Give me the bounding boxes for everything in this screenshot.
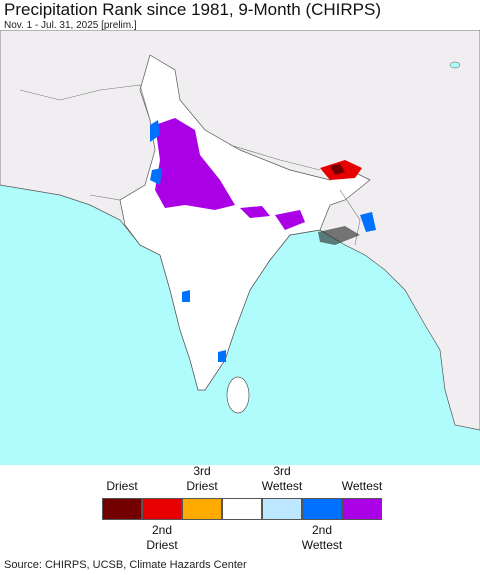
legend-label: 2nd Wettest [301, 523, 343, 552]
legend-label: 2nd Driest [146, 523, 178, 552]
map [0, 30, 480, 465]
title: Precipitation Rank since 1981, 9-Month (… [4, 0, 381, 19]
legend-label: Driest [106, 479, 138, 493]
wet-area [150, 120, 162, 185]
lake [449, 61, 461, 69]
legend-swatch [182, 498, 222, 520]
border [229, 144, 361, 246]
subtitle: Nov. 1 - Jul. 31, 2025 [prelim.] [4, 20, 137, 31]
wet-area [155, 118, 235, 210]
delta [318, 226, 360, 245]
legend-swatch [342, 498, 382, 520]
border [19, 84, 156, 201]
legend-swatch [102, 498, 142, 520]
legend-swatch [222, 498, 262, 520]
legend-label: Wettest [341, 479, 383, 493]
legend-swatch [142, 498, 182, 520]
sri-lanka [226, 376, 250, 414]
dry-area [330, 164, 345, 175]
legend-swatch [262, 498, 302, 520]
wet-area [240, 206, 305, 230]
legend-label: 3rd Driest [186, 464, 218, 493]
legend-swatch [302, 498, 342, 520]
source: Source: CHIRPS, UCSB, Climate Hazards Ce… [4, 559, 247, 571]
legend-label: 3rd Wettest [261, 464, 303, 493]
